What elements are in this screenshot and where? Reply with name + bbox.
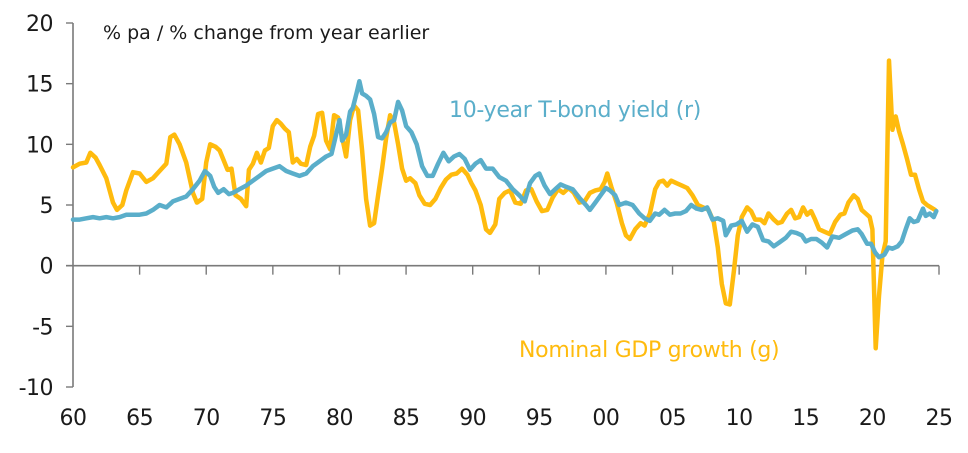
x-tick-label: 20: [859, 406, 886, 431]
x-tick-label: 75: [259, 406, 286, 431]
y-axis-unit-label: % pa / % change from year earlier: [103, 22, 429, 44]
x-tick-label: 15: [792, 406, 819, 431]
series-line-bond-yield: [70, 78, 939, 260]
x-tick-label: 05: [659, 406, 686, 431]
x-tick-label: 10: [726, 406, 753, 431]
x-tick-label: 00: [592, 406, 619, 431]
y-tick-label: 0: [40, 255, 54, 280]
y-tick-label: 15: [26, 73, 53, 98]
y-tick-label: -10: [19, 376, 53, 401]
y-axis: -10 -5 0 5 10 15 20: [19, 12, 74, 401]
x-tick-label: 95: [526, 406, 553, 431]
x-tick-label: 70: [193, 406, 220, 431]
x-tick-label: 80: [326, 406, 353, 431]
x-axis: 60 65 70 75 80 85 90 95 00 05 10 15 20 25: [60, 264, 953, 431]
y-tick-label: 10: [26, 133, 53, 158]
x-tick-label: 85: [393, 406, 420, 431]
x-tick-label: 25: [926, 406, 953, 431]
x-tick-label: 65: [126, 406, 153, 431]
series-line-nominal-gdp-growth: [70, 58, 938, 351]
y-tick-label: -5: [32, 315, 53, 340]
x-tick-label: 90: [459, 406, 486, 431]
x-tick-label: 60: [60, 406, 87, 431]
series-lines: [70, 58, 939, 351]
series-label-nominal-gdp: Nominal GDP growth (g): [519, 338, 779, 363]
y-tick-label: 5: [40, 194, 54, 219]
series-label-bond-yield: 10-year T-bond yield (r): [449, 98, 701, 123]
y-tick-label: 20: [26, 12, 53, 37]
